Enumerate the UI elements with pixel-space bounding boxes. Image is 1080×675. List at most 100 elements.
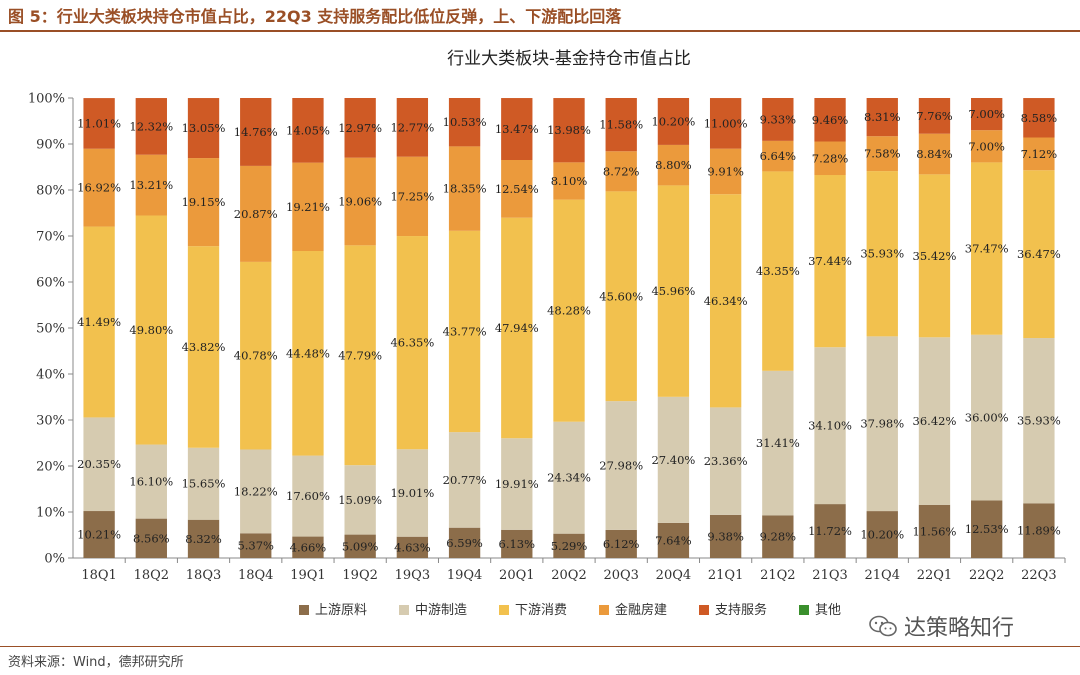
bottom-rule bbox=[0, 646, 1080, 647]
legend-swatch bbox=[599, 605, 609, 615]
x-tick-label: 21Q1 bbox=[708, 568, 743, 583]
data-label: 36.47% bbox=[1017, 247, 1061, 261]
data-label: 36.42% bbox=[913, 414, 957, 428]
data-label: 11.58% bbox=[599, 118, 643, 132]
data-label: 48.28% bbox=[547, 304, 591, 318]
legend-label: 下游消费 bbox=[515, 603, 567, 618]
bar-segment bbox=[553, 162, 585, 200]
bar-segment bbox=[240, 261, 272, 450]
bar-segment bbox=[762, 98, 794, 141]
data-label: 9.33% bbox=[760, 112, 797, 126]
x-tick-label: 20Q4 bbox=[656, 568, 691, 583]
data-label: 9.38% bbox=[707, 529, 744, 543]
x-tick-label: 20Q3 bbox=[603, 568, 638, 583]
legend-label: 上游原料 bbox=[315, 603, 367, 618]
data-label: 19.21% bbox=[286, 200, 330, 214]
data-label: 6.12% bbox=[603, 537, 640, 551]
bar-segment bbox=[344, 245, 376, 466]
bar-segment bbox=[709, 407, 742, 515]
data-label: 12.53% bbox=[965, 522, 1009, 536]
bar-segment bbox=[448, 527, 481, 558]
data-label: 40.78% bbox=[234, 349, 278, 363]
bar-segment bbox=[1023, 170, 1055, 339]
bar-segment bbox=[187, 246, 220, 448]
bar-segment bbox=[971, 162, 1003, 335]
bar-segment bbox=[553, 199, 585, 422]
data-label: 31.41% bbox=[756, 436, 800, 450]
bar-segment bbox=[83, 417, 115, 512]
x-tick-label: 21Q3 bbox=[812, 568, 847, 583]
bar-segment bbox=[918, 174, 951, 338]
bar-segment bbox=[709, 148, 742, 195]
bar-segment bbox=[657, 522, 690, 558]
data-label: 10.20% bbox=[651, 114, 695, 128]
data-label: 16.10% bbox=[129, 475, 173, 489]
bar-segment bbox=[448, 432, 481, 528]
data-label: 49.80% bbox=[129, 323, 173, 337]
bar-segment bbox=[135, 518, 167, 558]
bar-segment bbox=[396, 236, 429, 450]
bar-segment bbox=[866, 98, 898, 137]
legend-swatch bbox=[299, 605, 309, 615]
data-label: 18.35% bbox=[443, 182, 487, 196]
data-label: 47.94% bbox=[495, 321, 539, 335]
data-label: 27.98% bbox=[599, 458, 643, 472]
data-label: 5.29% bbox=[551, 539, 588, 553]
y-tick-label: 40% bbox=[36, 368, 65, 383]
data-label: 18.22% bbox=[234, 484, 278, 498]
bar-segment bbox=[501, 98, 533, 161]
bar-segment bbox=[657, 98, 690, 145]
data-label: 8.72% bbox=[603, 164, 640, 178]
data-label: 8.56% bbox=[133, 531, 170, 545]
y-tick-label: 90% bbox=[36, 138, 65, 153]
data-label: 7.12% bbox=[1021, 147, 1058, 161]
bar-segment bbox=[501, 160, 533, 218]
watermark-text: 达策略知行 bbox=[904, 616, 1015, 641]
bar-segment bbox=[553, 421, 585, 534]
bar-segment bbox=[605, 191, 637, 402]
data-label: 46.35% bbox=[390, 336, 434, 350]
bar-segment bbox=[605, 401, 637, 530]
bar-segment bbox=[135, 154, 167, 216]
bar-segment bbox=[448, 98, 481, 147]
x-tick-label: 19Q3 bbox=[395, 568, 430, 583]
bar-segment bbox=[971, 98, 1003, 131]
top-rule bbox=[0, 30, 1080, 32]
bar-segment bbox=[605, 529, 637, 558]
data-label: 7.58% bbox=[864, 147, 901, 161]
bar-segment bbox=[396, 98, 429, 157]
data-label: 46.34% bbox=[704, 294, 748, 308]
bar-segment bbox=[448, 146, 481, 231]
data-label: 43.35% bbox=[756, 264, 800, 278]
data-label: 20.77% bbox=[443, 473, 487, 487]
bar-segment bbox=[240, 449, 272, 534]
data-label: 6.64% bbox=[760, 149, 797, 163]
bar-segment bbox=[240, 533, 272, 558]
bar-segment bbox=[396, 449, 429, 537]
data-label: 19.91% bbox=[495, 477, 539, 491]
bar-segment bbox=[344, 98, 376, 158]
data-label: 8.58% bbox=[1021, 111, 1058, 125]
data-label: 15.09% bbox=[338, 493, 382, 507]
bar-segment bbox=[292, 250, 324, 456]
wechat-icon bbox=[869, 615, 897, 637]
y-tick-label: 30% bbox=[36, 414, 65, 429]
data-label: 10.21% bbox=[77, 528, 121, 542]
bar-segment bbox=[1023, 137, 1055, 171]
bar-segment bbox=[762, 171, 794, 371]
data-label: 13.05% bbox=[182, 121, 226, 135]
bar-segment bbox=[814, 504, 846, 558]
data-label: 11.56% bbox=[913, 524, 957, 538]
data-label: 9.28% bbox=[760, 530, 797, 544]
data-label: 27.40% bbox=[651, 453, 695, 467]
data-label: 35.42% bbox=[913, 249, 957, 263]
figure-title: 图 5：行业大类板块持仓市值占比，22Q3 支持服务配比低位反弹，上、下游配比回… bbox=[8, 7, 622, 26]
data-label: 35.93% bbox=[860, 247, 904, 261]
x-tick-label: 22Q3 bbox=[1021, 568, 1056, 583]
data-label: 7.00% bbox=[968, 139, 1005, 153]
bar-segment bbox=[657, 185, 690, 397]
data-label: 12.97% bbox=[338, 121, 382, 135]
stacked-bar-chart: 行业大类板块-基金持仓市值占比 0% 10% 20% 30% 40% 50% 60% 70% 80… bbox=[28, 49, 1066, 618]
data-label: 19.15% bbox=[182, 195, 226, 209]
data-label: 36.00% bbox=[965, 411, 1009, 425]
